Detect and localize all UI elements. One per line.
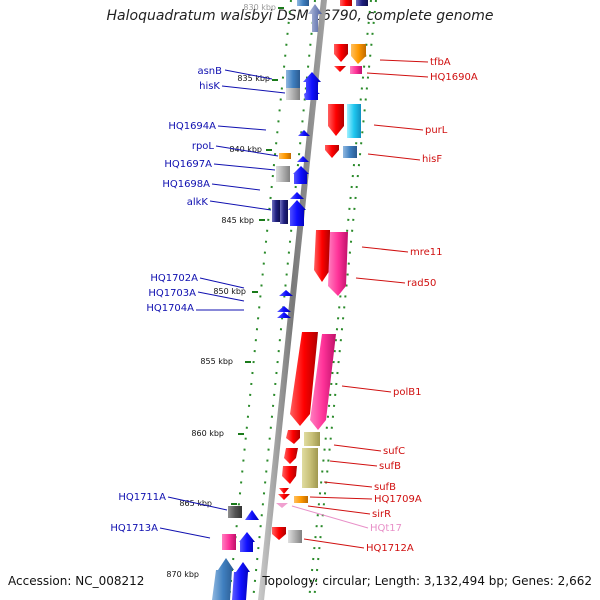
gene-glyph[interactable]	[277, 306, 291, 312]
gene-label-alkK[interactable]: alkK	[187, 197, 209, 208]
gene-label-asnB[interactable]: asnB	[197, 66, 222, 77]
gene-label-HQ1698A[interactable]: HQ1698A	[162, 179, 210, 190]
gene-glyph[interactable]	[288, 530, 302, 543]
gene-glyph[interactable]	[279, 153, 291, 159]
gene-glyph[interactable]	[343, 146, 357, 158]
gene-label-rad50[interactable]: rad50	[407, 278, 436, 289]
gene-glyph[interactable]	[297, 0, 309, 6]
gene-glyph[interactable]	[232, 562, 250, 600]
kbp-label: 835 kbp	[237, 74, 270, 83]
gene-glyph[interactable]	[325, 145, 339, 158]
kbp-label: 860 kbp	[191, 429, 224, 438]
gene-glyph[interactable]	[294, 496, 308, 503]
kbp-label: 830 kbp	[243, 3, 276, 12]
gene-glyph[interactable]	[298, 130, 310, 136]
gene-label-sufB[interactable]: sufB	[379, 461, 401, 472]
gene-glyph[interactable]	[277, 312, 291, 318]
gene-label-sufB-2[interactable]: sufB	[374, 482, 396, 493]
gene-label-HQ1703A[interactable]: HQ1703A	[148, 288, 196, 299]
gene-glyph[interactable]	[282, 466, 297, 484]
gene-label-mre11[interactable]: mre11	[410, 247, 443, 258]
kbp-label: 850 kbp	[213, 287, 246, 296]
topology-text: Topology: circular; Length: 3,132,494 bp…	[262, 574, 592, 588]
gene-glyph[interactable]	[334, 44, 348, 62]
gene-glyph[interactable]	[280, 200, 288, 224]
gene-glyph[interactable]	[276, 503, 288, 508]
gene-label-HQ1702A[interactable]: HQ1702A	[150, 273, 198, 284]
gene-label-HQ1697A[interactable]: HQ1697A	[164, 159, 212, 170]
gene-glyph[interactable]	[288, 200, 306, 226]
gene-label-purL[interactable]: purL	[425, 125, 448, 136]
minus-track-outer	[313, 0, 377, 600]
gene-label-HQ1690A[interactable]: HQ1690A	[430, 72, 478, 83]
gene-glyph[interactable]	[314, 230, 330, 282]
gene-glyph[interactable]	[286, 430, 300, 444]
gene-glyph[interactable]	[278, 494, 290, 500]
gene-label-HQt17[interactable]: HQt17	[370, 523, 402, 534]
gene-label-sirR[interactable]: sirR	[372, 509, 391, 520]
gene-glyph[interactable]	[228, 506, 242, 518]
gene-glyph[interactable]	[304, 88, 320, 100]
kbp-label: 845 kbp	[221, 216, 254, 225]
gene-glyph[interactable]	[334, 66, 346, 72]
gene-glyph[interactable]	[328, 104, 344, 136]
gene-label-HQ1711A[interactable]: HQ1711A	[118, 492, 166, 503]
gene-label-HQ1712A[interactable]: HQ1712A	[366, 543, 414, 554]
gene-glyph[interactable]	[286, 70, 300, 88]
gene-glyph[interactable]	[290, 192, 304, 199]
gene-label-tfbA[interactable]: tfbA	[430, 57, 451, 68]
gene-glyph[interactable]	[279, 290, 293, 296]
gene-glyph[interactable]	[212, 558, 234, 600]
gene-label-HQ1709A[interactable]: HQ1709A	[374, 494, 422, 505]
gene-glyph[interactable]	[239, 532, 255, 552]
gene-glyph[interactable]	[350, 66, 362, 74]
gene-glyph[interactable]	[293, 166, 309, 184]
leader-lines	[159, 59, 429, 549]
gene-glyph[interactable]	[272, 527, 286, 540]
gene-label-hisF[interactable]: hisF	[422, 154, 442, 165]
gene-glyph[interactable]	[347, 104, 361, 138]
gene-glyph[interactable]	[310, 334, 336, 430]
gene-label-sufC[interactable]: sufC	[383, 446, 405, 457]
gene-glyph[interactable]	[290, 332, 318, 426]
gene-glyph[interactable]	[286, 88, 300, 100]
gene-glyph[interactable]	[222, 534, 236, 550]
gene-glyph[interactable]	[302, 448, 318, 488]
gene-glyph[interactable]	[279, 488, 289, 494]
gene-glyph[interactable]	[284, 448, 298, 464]
gene-label-HQ1694A[interactable]: HQ1694A	[168, 121, 216, 132]
gene-glyph[interactable]	[356, 0, 368, 6]
kbp-label: 870 kbp	[166, 570, 199, 579]
gene-glyph[interactable]	[304, 432, 320, 446]
gene-glyph[interactable]	[297, 156, 309, 162]
map-title: Haloquadratum walsbyi DSM 16790, complet…	[106, 8, 494, 24]
gene-label-hisK[interactable]: hisK	[199, 81, 220, 92]
plus-track-inner	[252, 0, 316, 600]
gene-glyph[interactable]	[340, 0, 352, 6]
kbp-label: 855 kbp	[200, 357, 233, 366]
gene-label-HQ1704A[interactable]: HQ1704A	[146, 303, 194, 314]
minus-strand-genes	[272, 0, 368, 543]
gene-glyph[interactable]	[328, 232, 348, 296]
gene-label-HQ1713A[interactable]: HQ1713A	[110, 523, 158, 534]
gene-glyph[interactable]	[245, 510, 259, 520]
gene-glyph[interactable]	[272, 200, 280, 222]
gene-glyph[interactable]	[276, 166, 290, 182]
gene-label-polB1[interactable]: polB1	[393, 387, 421, 398]
gene-glyph[interactable]	[308, 4, 322, 32]
gene-glyph[interactable]	[351, 44, 366, 64]
gene-label-rpoL[interactable]: rpoL	[192, 141, 215, 152]
plus-track-outer	[228, 0, 292, 600]
minus-track-inner	[308, 0, 372, 600]
plus-strand-genes	[212, 0, 322, 600]
kbp-label: 840 kbp	[229, 145, 262, 154]
accession-text: Accession: NC_008212	[8, 574, 145, 588]
